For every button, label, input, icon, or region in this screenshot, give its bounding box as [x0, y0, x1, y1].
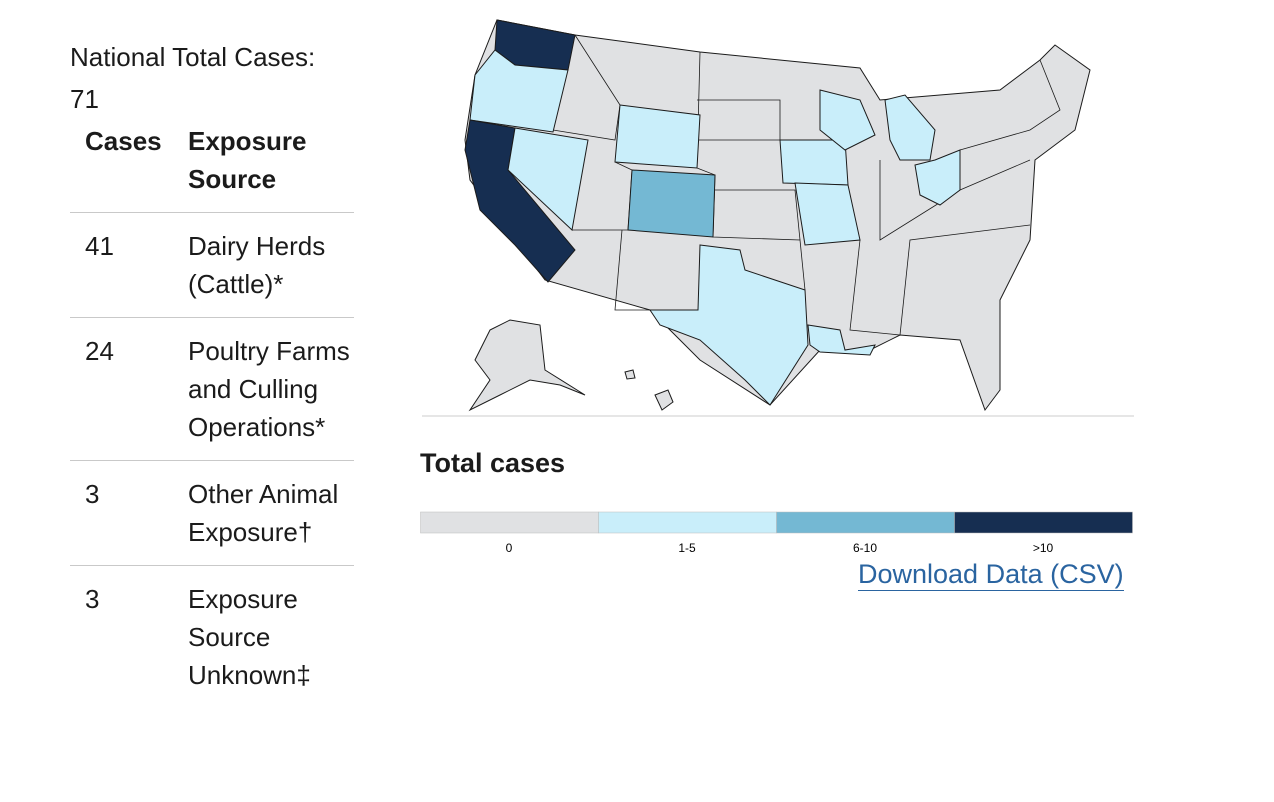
legend-label: >10 [1033, 541, 1054, 555]
table-body: 41 Dairy Herds (Cattle)* 24 Poultry Farms a… [70, 212, 354, 708]
state [649, 244, 809, 406]
total-label: National Total Cases: [70, 42, 316, 72]
header-cell: Exposure Source [188, 126, 307, 194]
border [849, 224, 1031, 336]
border [715, 189, 801, 241]
state [507, 127, 589, 231]
alaska [468, 319, 586, 412]
header-row: Cases Exposure Source [70, 122, 354, 213]
cases-table: Cases Exposure Source 41 Dairy Herds (Cat… [70, 122, 354, 708]
border [879, 159, 1031, 241]
state [794, 182, 861, 246]
legend: 0 1-5 6-10 >10 [420, 511, 1133, 555]
exposure-source: Poultry Farms and Culling Operations* [188, 317, 354, 461]
legend-swatch [420, 511, 599, 534]
us-map [422, 19, 1134, 417]
border [959, 59, 1061, 151]
state [627, 169, 716, 238]
hawaii [654, 389, 674, 411]
table-row: 41 Dairy Herds (Cattle)* [70, 212, 354, 318]
state [884, 94, 936, 161]
legend-swatch [598, 511, 777, 534]
state [614, 104, 701, 169]
exposure-source: Dairy Herds (Cattle)* [188, 212, 354, 318]
state [819, 89, 876, 151]
download-link[interactable]: Download Data (CSV) [858, 559, 1124, 591]
case-count: 3 [70, 460, 188, 566]
states [464, 19, 961, 412]
exposure-source: Exposure Source Unknown‡ [188, 565, 354, 708]
border [697, 99, 781, 141]
legend-label: 1-5 [678, 541, 696, 555]
table-row: 24 Poultry Farms and Culling Operations* [70, 317, 354, 461]
legend-title: Total cases [420, 448, 566, 478]
summary-panel: National Total Cases: 71 Cases Exposure … [70, 38, 354, 708]
exposure-source: Other Animal Exposure† [188, 460, 354, 566]
table-row: 3 Exposure Source Unknown‡ [70, 565, 354, 708]
legend-label: 6-10 [853, 541, 877, 555]
case-count: 24 [70, 317, 188, 461]
state [914, 149, 961, 206]
legend-swatch [776, 511, 955, 534]
legend-label: 0 [506, 541, 513, 555]
case-count: 3 [70, 565, 188, 708]
legend-swatch [954, 511, 1133, 534]
header-cell: Cases [85, 126, 162, 156]
state [807, 324, 876, 356]
total-value: 71 [70, 84, 99, 114]
border [552, 34, 621, 141]
national-total: National Total Cases: 71 [70, 38, 354, 122]
hawaii [624, 369, 636, 380]
state [779, 139, 849, 186]
case-count: 41 [70, 212, 188, 318]
table-row: 3 Other Animal Exposure† [70, 460, 354, 566]
